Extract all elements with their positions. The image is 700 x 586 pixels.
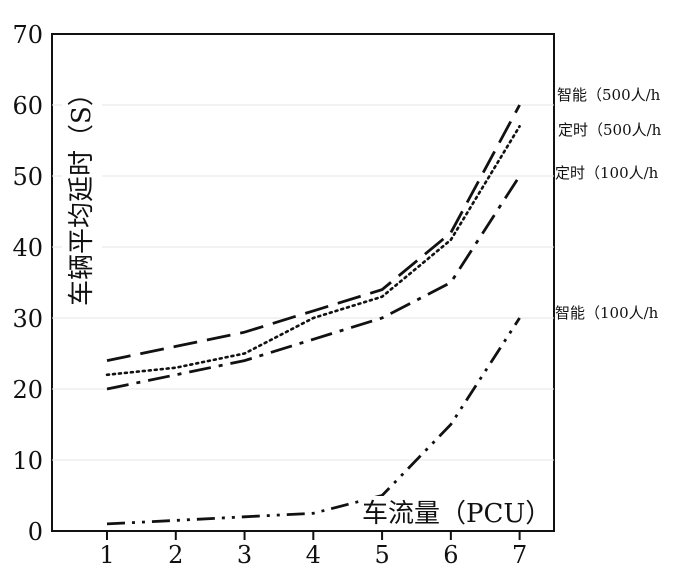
series-line-4: [106, 317, 521, 526]
y-title-background: [62, 60, 102, 315]
series-label-4: 智能（100人/h: [555, 304, 659, 322]
grid-lines: [52, 104, 554, 461]
x-tick-label: 4: [306, 541, 321, 569]
y-tick-label: 50: [12, 163, 43, 191]
y-axis-ticks: 0 10 20 30 40 50 60 70: [12, 21, 43, 546]
x-axis-ticks: 1 2 3 4 5 6 7: [99, 531, 527, 569]
y-tick-label: 70: [12, 21, 43, 49]
x-title-background: [362, 496, 552, 530]
plot-frame: [51, 33, 555, 532]
y-tick-label: 20: [12, 376, 43, 404]
x-tick-label: 7: [512, 541, 527, 569]
x-axis-title: 车流量（PCU）: [362, 499, 551, 529]
x-tick-label: 6: [443, 541, 458, 569]
series-label-2: 定时（500人/h: [558, 121, 662, 139]
x-tick-label: 1: [99, 541, 114, 569]
series-lines: [105, 104, 521, 526]
y-axis-title: 车辆平均延时（S）: [67, 80, 97, 306]
x-tick-label: 2: [168, 541, 183, 569]
series-line-1: [106, 104, 521, 362]
series-line-3: [106, 175, 521, 391]
series-labels: 智能（500人/h 定时（500人/h 定时（100人/h 智能（100人/h: [555, 86, 662, 322]
series-label-3: 定时（100人/h: [555, 164, 659, 182]
y-tick-label: 10: [12, 447, 43, 475]
y-tick-label: 30: [12, 305, 43, 333]
x-tick-label: 5: [374, 541, 389, 569]
x-tick-label: 3: [237, 541, 252, 569]
series-line-2: [105, 125, 521, 377]
y-tick-label: 40: [12, 234, 43, 262]
series-label-1: 智能（500人/h: [557, 86, 661, 104]
y-tick-label: 0: [28, 518, 43, 546]
y-tick-label: 60: [12, 92, 43, 120]
